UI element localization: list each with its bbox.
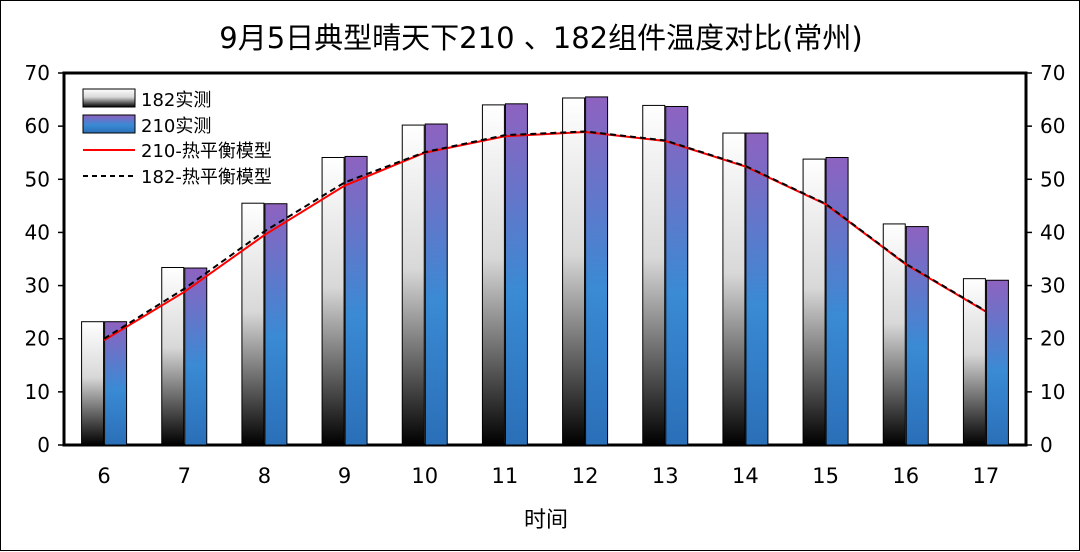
y-tick-label-left: 30 <box>25 274 50 298</box>
bar-210-measured <box>745 132 769 446</box>
bar-210-measured <box>104 321 128 446</box>
x-tick-label: 16 <box>892 464 919 488</box>
legend-label-210-measured: 210实测 <box>141 116 211 137</box>
legend-label-210-model: 210-热平衡模型 <box>141 141 272 162</box>
bar-210-measured <box>184 267 208 446</box>
bar-182-measured <box>81 321 105 446</box>
bar-210-measured <box>825 156 849 446</box>
bars-group <box>81 96 1009 446</box>
bar-210-measured <box>264 203 288 446</box>
line-182-model <box>103 130 987 340</box>
y-tick-label-right: 10 <box>1040 380 1065 404</box>
lines-group <box>103 130 987 342</box>
plot-area <box>62 71 1028 447</box>
y-tick-label-left: 70 <box>25 61 50 85</box>
bar-182-measured <box>962 278 986 446</box>
legend-swatch-182-measured <box>82 88 136 108</box>
x-tick-label: 10 <box>411 464 438 488</box>
bar-182-measured <box>401 124 425 446</box>
bar-182-measured <box>321 156 345 446</box>
legend-label-182-model: 182-热平衡模型 <box>141 167 272 188</box>
y-tick-label-left: 10 <box>25 380 50 404</box>
x-tick-label: 15 <box>812 464 839 488</box>
bar-182-measured <box>481 104 505 446</box>
plot-border <box>62 71 1028 447</box>
y-tick-label-right: 40 <box>1040 220 1065 244</box>
x-tick-label: 11 <box>492 464 519 488</box>
x-tick-label: 9 <box>338 464 351 488</box>
y-tick-label-right: 70 <box>1040 61 1065 85</box>
y-tick-label-left: 0 <box>37 433 50 457</box>
bar-210-measured <box>344 155 368 446</box>
x-tick-label: 12 <box>572 464 599 488</box>
x-tick-label: 17 <box>973 464 1000 488</box>
bar-210-measured <box>504 103 528 446</box>
y-tick-label-right: 20 <box>1040 327 1065 351</box>
bar-182-measured <box>802 158 826 446</box>
x-tick-label: 14 <box>732 464 759 488</box>
y-tick-label-right: 60 <box>1040 114 1065 138</box>
legend-swatch-210-measured <box>82 114 136 134</box>
bar-210-measured <box>424 123 448 446</box>
y-tick-label-right: 50 <box>1040 167 1065 191</box>
legend-label-182-measured: 182实测 <box>141 90 211 111</box>
bar-210-measured <box>585 96 609 446</box>
x-tick-label: 13 <box>652 464 679 488</box>
bar-182-measured <box>722 132 746 446</box>
bar-210-measured <box>665 105 689 446</box>
x-tick-label: 6 <box>97 464 110 488</box>
bar-182-measured <box>882 223 906 446</box>
x-tick-label: 8 <box>258 464 271 488</box>
bar-210-measured <box>985 279 1009 446</box>
y-tick-label-right: 30 <box>1040 274 1065 298</box>
x-axis-label: 时间 <box>524 508 568 533</box>
y-tick-label-left: 50 <box>25 167 50 191</box>
bar-210-measured <box>905 226 929 446</box>
bar-182-measured <box>562 97 586 446</box>
y-tick-label-left: 20 <box>25 327 50 351</box>
line-210-model <box>103 130 987 342</box>
y-tick-label-right: 0 <box>1040 433 1053 457</box>
axes-group: 0 0 10 10 20 20 30 30 40 40 50 50 60 60 70 70 6 7 8 9 10 11 12… <box>25 61 1066 488</box>
legend: 182实测 210实测 210-热平衡模型 182-热平衡模型 <box>82 88 272 188</box>
bar-182-measured <box>642 104 666 446</box>
x-tick-label: 7 <box>178 464 191 488</box>
bar-182-measured <box>241 202 265 446</box>
y-tick-label-left: 60 <box>25 114 50 138</box>
y-tick-label-left: 40 <box>25 220 50 244</box>
bar-182-measured <box>161 267 185 446</box>
chart-title: 9月5日典型晴天下210 、182组件温度对比(常州) <box>219 21 862 55</box>
